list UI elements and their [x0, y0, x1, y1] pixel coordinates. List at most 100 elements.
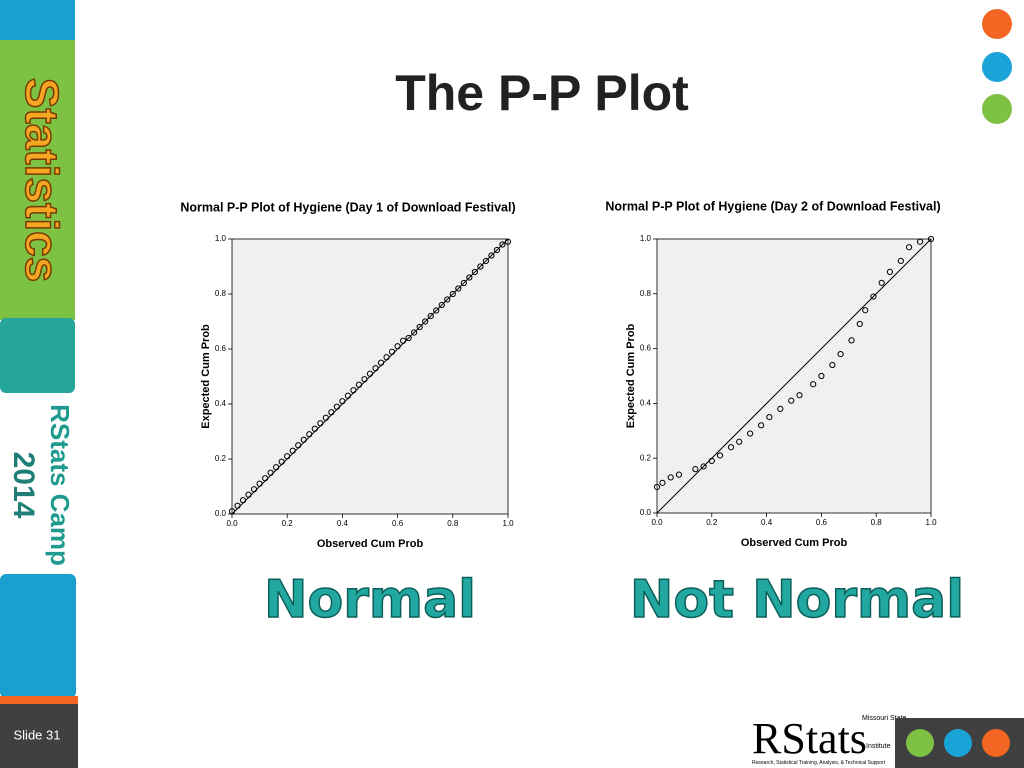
dot	[982, 94, 1012, 124]
point	[400, 337, 407, 344]
point	[848, 337, 855, 344]
point	[416, 323, 423, 331]
sidebar-bottom	[0, 704, 78, 768]
dot	[982, 9, 1012, 39]
x-tick-label: 0.8	[871, 518, 883, 527]
point	[438, 301, 445, 309]
x-tick-label: 1.0	[502, 519, 514, 528]
point	[262, 475, 269, 482]
point	[295, 442, 302, 449]
point	[388, 348, 396, 355]
point	[455, 285, 462, 292]
logo-institute: Institute	[866, 743, 891, 750]
y-tick-label: 0.8	[640, 289, 652, 298]
point	[504, 238, 512, 245]
point	[427, 312, 434, 320]
sidebar-teal	[0, 318, 75, 393]
logo-tagline: Research, Statistical Training, Analysis…	[752, 760, 886, 766]
reference-line	[656, 238, 932, 514]
x-tick-label: 0.2	[282, 519, 294, 528]
dot	[982, 729, 1010, 757]
point	[234, 502, 241, 509]
point	[916, 238, 924, 245]
point	[411, 329, 418, 336]
x-tick-label: 0.6	[392, 519, 404, 528]
point	[878, 279, 885, 286]
point	[499, 241, 506, 248]
point	[256, 480, 263, 487]
y-axis-label: Expected Cum Prob	[200, 324, 212, 429]
point	[493, 246, 501, 254]
x-tick-label: 0.4	[337, 519, 349, 528]
logo-university: Missouri State	[862, 715, 906, 722]
point	[766, 414, 773, 421]
point	[700, 463, 707, 470]
slide-title: The P-P Plot	[395, 65, 689, 121]
y-tick-label: 1.0	[640, 234, 652, 243]
point	[289, 447, 296, 454]
y-tick-label: 0.8	[215, 289, 227, 298]
caption: Not Normal	[630, 570, 964, 630]
point	[788, 397, 795, 404]
y-tick-label: 0.0	[640, 508, 652, 517]
point	[716, 452, 724, 459]
point	[449, 290, 456, 298]
x-tick-label: 0.0	[226, 519, 238, 528]
point	[856, 320, 863, 328]
point	[333, 403, 340, 410]
point	[300, 436, 307, 443]
point	[837, 350, 844, 358]
point	[488, 252, 495, 259]
point	[758, 422, 765, 429]
slide-number: Slide 31	[14, 727, 61, 742]
point	[383, 354, 390, 361]
sidebar-year: 2014	[7, 452, 40, 519]
point	[471, 268, 478, 276]
y-tick-label: 0.2	[640, 453, 652, 462]
point	[477, 263, 484, 270]
point	[306, 431, 313, 438]
x-tick-label: 0.8	[447, 519, 459, 528]
point	[736, 438, 743, 445]
point	[747, 430, 754, 437]
y-axis-label: Expected Cum Prob	[625, 323, 637, 428]
sidebar-camp: RStats Camp	[45, 404, 75, 566]
point	[482, 257, 490, 265]
sidebar-orange	[0, 696, 78, 704]
point	[897, 257, 904, 265]
point	[355, 381, 363, 388]
point	[862, 307, 869, 314]
x-axis-label: Observed Cum Prob	[741, 537, 848, 549]
point	[810, 381, 817, 388]
point	[796, 392, 803, 399]
point	[394, 343, 401, 350]
sidebar-top	[0, 0, 75, 40]
point	[284, 453, 291, 460]
sidebar-blue	[0, 574, 76, 698]
point	[829, 361, 836, 369]
point	[267, 469, 274, 476]
point	[278, 458, 285, 465]
point	[460, 279, 467, 287]
y-tick-label: 0.2	[215, 454, 227, 463]
point	[466, 274, 473, 281]
point	[659, 479, 666, 486]
point	[366, 370, 374, 377]
point	[675, 471, 683, 478]
point	[870, 293, 877, 300]
point	[350, 387, 357, 394]
point	[905, 244, 913, 251]
point	[228, 508, 236, 515]
dot	[944, 729, 972, 757]
x-axis-label: Observed Cum Prob	[317, 538, 424, 550]
point	[311, 425, 318, 432]
x-tick-label: 0.2	[706, 518, 718, 527]
x-tick-label: 0.0	[651, 518, 663, 527]
y-tick-label: 0.0	[215, 509, 227, 518]
y-tick-label: 0.6	[215, 344, 227, 353]
point	[653, 483, 661, 491]
x-tick-label: 1.0	[925, 518, 937, 527]
point	[322, 414, 329, 421]
y-tick-label: 0.4	[215, 399, 227, 408]
